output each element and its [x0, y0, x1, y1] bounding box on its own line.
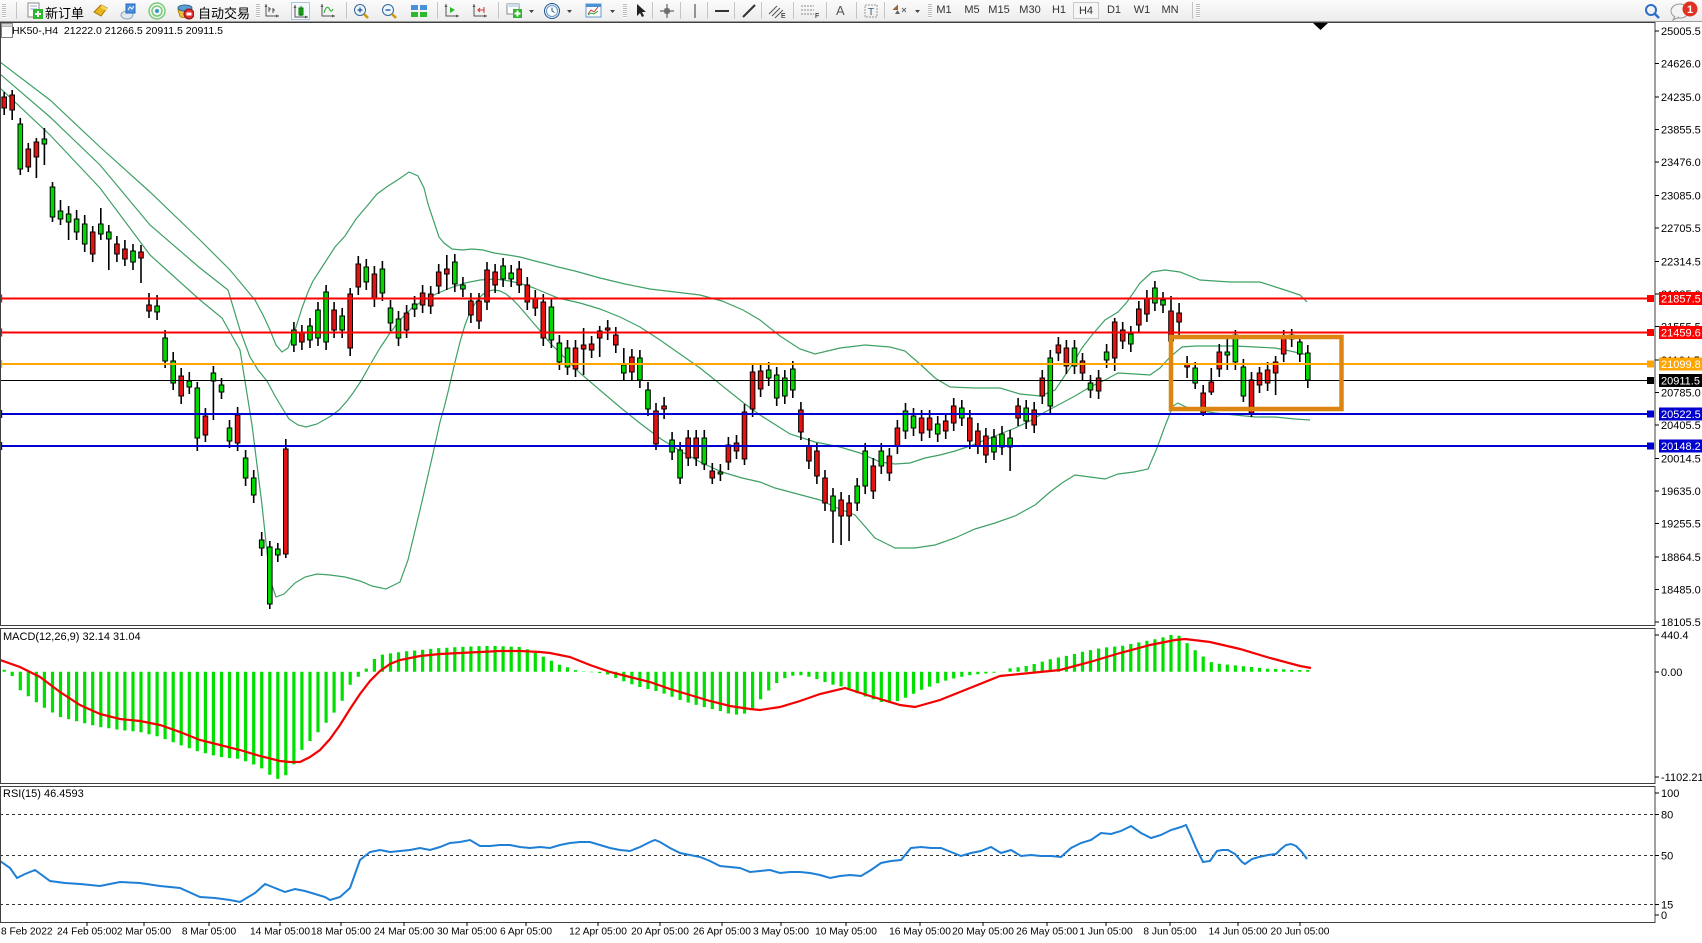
svg-text:25005.5: 25005.5: [1661, 26, 1701, 38]
svg-text:20 Apr 05:00: 20 Apr 05:00: [631, 927, 689, 938]
svg-text:20911.5: 20911.5: [1661, 376, 1700, 388]
svg-text:RSI(15) 46.4593: RSI(15) 46.4593: [3, 788, 84, 800]
svg-text:HK50-,H4 21222.0 21266.5 2091: HK50-,H4 21222.0 21266.5 20911.5 20911.5: [12, 25, 223, 37]
svg-text:16 May 05:00: 16 May 05:00: [889, 927, 951, 938]
svg-text:80: 80: [1661, 810, 1673, 822]
svg-text:18485.0: 18485.0: [1661, 585, 1701, 597]
svg-text:18864.5: 18864.5: [1661, 552, 1701, 564]
svg-text:100: 100: [1661, 788, 1679, 800]
svg-text:24626.0: 24626.0: [1661, 59, 1701, 71]
svg-text:0: 0: [1661, 910, 1667, 922]
svg-text:26 May 05:00: 26 May 05:00: [1016, 927, 1078, 938]
svg-text:20148.2: 20148.2: [1661, 441, 1701, 453]
svg-text:440.4: 440.4: [1661, 630, 1689, 642]
svg-text:8 Feb 2022: 8 Feb 2022: [1, 927, 53, 938]
svg-text:15: 15: [1661, 900, 1673, 912]
svg-text:24235.0: 24235.0: [1661, 92, 1701, 104]
svg-text:21099.8: 21099.8: [1661, 359, 1701, 371]
svg-text:14 Jun 05:00: 14 Jun 05:00: [1209, 927, 1268, 938]
svg-text:21857.5: 21857.5: [1661, 294, 1701, 306]
svg-text:6 Apr 05:00: 6 Apr 05:00: [500, 927, 552, 938]
svg-text:8 Jun 05:00: 8 Jun 05:00: [1143, 927, 1197, 938]
svg-text:8 Mar 05:00: 8 Mar 05:00: [182, 927, 237, 938]
svg-text:26 Apr 05:00: 26 Apr 05:00: [693, 927, 751, 938]
svg-text:20785.0: 20785.0: [1661, 388, 1701, 400]
svg-text:30 Mar 05:00: 30 Mar 05:00: [437, 927, 497, 938]
svg-text:20 May 05:00: 20 May 05:00: [952, 927, 1014, 938]
svg-text:3 May 05:00: 3 May 05:00: [753, 927, 809, 938]
svg-text:1 Jun 05:00: 1 Jun 05:00: [1079, 927, 1133, 938]
svg-text:22705.5: 22705.5: [1661, 223, 1701, 235]
svg-text:F: F: [815, 13, 819, 20]
svg-text:-1102.21: -1102.21: [1661, 772, 1702, 784]
svg-text:14 Mar 05:00: 14 Mar 05:00: [250, 927, 310, 938]
svg-text:23085.0: 23085.0: [1661, 191, 1701, 203]
svg-text:12 Apr 05:00: 12 Apr 05:00: [569, 927, 627, 938]
svg-text:T: T: [868, 7, 874, 18]
svg-text:2 Mar 05:00: 2 Mar 05:00: [117, 927, 172, 938]
svg-text:19635.0: 19635.0: [1661, 486, 1701, 498]
svg-text:23855.5: 23855.5: [1661, 125, 1701, 137]
svg-text:21459.6: 21459.6: [1661, 328, 1701, 340]
svg-text:23476.0: 23476.0: [1661, 157, 1701, 169]
svg-text:19255.5: 19255.5: [1661, 519, 1701, 531]
svg-text:24 Mar 05:00: 24 Mar 05:00: [374, 927, 434, 938]
svg-text:0.00: 0.00: [1661, 667, 1682, 679]
svg-text:E: E: [781, 13, 786, 20]
svg-text:MACD(12,26,9) 32.14 31.04: MACD(12,26,9) 32.14 31.04: [3, 631, 141, 643]
svg-text:20014.5: 20014.5: [1661, 454, 1701, 466]
svg-text:20405.5: 20405.5: [1661, 420, 1701, 432]
svg-text:20522.5: 20522.5: [1661, 409, 1701, 421]
svg-text:22314.5: 22314.5: [1661, 257, 1701, 269]
svg-text:1: 1: [1687, 4, 1693, 16]
svg-text:20 Jun 05:00: 20 Jun 05:00: [1271, 927, 1330, 938]
svg-text:24 Feb 05:00: 24 Feb 05:00: [57, 927, 117, 938]
svg-text:18 Mar 05:00: 18 Mar 05:00: [311, 927, 371, 938]
svg-text:50: 50: [1661, 851, 1673, 863]
svg-text:10 May 05:00: 10 May 05:00: [815, 927, 877, 938]
svg-text:18105.5: 18105.5: [1661, 617, 1701, 629]
